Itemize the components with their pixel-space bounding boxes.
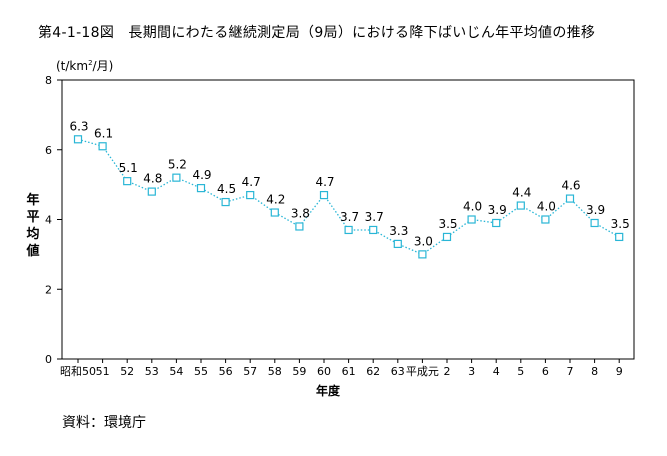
data-label: 3.9	[488, 203, 507, 217]
data-label: 4.8	[143, 172, 162, 186]
x-tick-label: 3	[468, 365, 475, 378]
data-label: 4.7	[242, 175, 261, 189]
data-label: 4.7	[315, 175, 334, 189]
data-point	[172, 173, 181, 182]
data-point	[541, 215, 550, 224]
unit-sup: 2	[88, 59, 93, 67]
unit-main: (t/km	[56, 59, 89, 73]
x-tick-label: 62	[366, 365, 380, 378]
x-tick-label: 平成元	[406, 365, 439, 378]
data-point	[369, 225, 378, 235]
x-tick-label: 昭和50	[60, 365, 96, 378]
x-tick-label: 9	[616, 365, 623, 378]
data-label: 3.9	[586, 203, 605, 217]
x-tick-label: 61	[342, 365, 356, 378]
data-point	[221, 197, 230, 207]
data-label: 4.9	[192, 168, 211, 182]
x-tick-label: 6	[542, 365, 549, 378]
data-label: 3.0	[414, 234, 433, 248]
data-point	[565, 194, 575, 203]
data-point	[467, 215, 476, 224]
unit-rest: /月)	[92, 59, 114, 73]
data-point	[246, 190, 255, 200]
data-label: 4.5	[217, 182, 236, 196]
x-tick-label: 5	[517, 365, 524, 378]
y-tick-label: 8	[45, 74, 52, 87]
data-label: 3.5	[611, 217, 630, 231]
data-point	[196, 184, 206, 193]
data-label: 4.0	[463, 200, 482, 214]
data-point	[123, 177, 132, 186]
x-tick-label: 2	[444, 365, 451, 378]
y-tick-label: 2	[45, 283, 52, 296]
data-label: 3.5	[438, 217, 457, 231]
x-axis-label: 年度	[316, 384, 341, 398]
y-axis-label: 年平均値	[26, 193, 40, 259]
data-label: 4.0	[537, 200, 556, 214]
series-line	[77, 138, 620, 256]
data-label: 3.7	[365, 210, 384, 224]
x-tick-label: 8	[591, 365, 598, 378]
x-tick-label: 59	[292, 365, 306, 378]
data-label: 5.1	[119, 161, 138, 175]
y-tick-label: 0	[45, 353, 52, 366]
source-note: 資料：環境庁	[62, 415, 146, 431]
x-tick-label: 63	[391, 365, 405, 378]
x-tick-label: 60	[317, 365, 331, 378]
data-point	[418, 250, 427, 259]
data-point	[492, 218, 501, 228]
data-point	[615, 232, 624, 242]
x-tick-label: 53	[145, 365, 159, 378]
data-point	[73, 135, 83, 144]
chart-title: 第4-1-18図 長期間にわたる継続測定局（9局）における降下ばいじん年平均値の…	[38, 25, 596, 41]
data-point	[590, 218, 599, 228]
data-label: 6.3	[69, 119, 88, 133]
y-tick-label: 4	[45, 214, 52, 227]
x-tick-label: 52	[120, 365, 134, 378]
x-tick-label: 4	[493, 365, 500, 378]
x-tick-label: 54	[169, 365, 183, 378]
x-tick-label: 57	[243, 365, 257, 378]
data-point	[319, 190, 329, 200]
data-label: 4.2	[266, 193, 285, 207]
data-point	[270, 208, 279, 217]
x-tick-label: 58	[268, 365, 282, 378]
data-point	[442, 232, 452, 242]
data-label: 3.7	[340, 210, 359, 224]
data-point	[98, 142, 107, 151]
x-tick-label: 51	[96, 365, 110, 378]
data-label: 3.8	[291, 206, 310, 220]
data-label: 3.3	[389, 224, 408, 238]
data-point	[147, 187, 156, 196]
data-label: 4.6	[561, 179, 580, 193]
x-tick-label: 7	[567, 365, 574, 378]
data-point	[295, 222, 304, 231]
data-label: 4.4	[512, 186, 531, 200]
data-label: 5.2	[168, 158, 187, 172]
data-point	[393, 239, 402, 249]
data-label: 6.1	[94, 126, 113, 140]
x-tick-label: 55	[194, 365, 208, 378]
data-point	[516, 201, 525, 210]
data-point	[344, 225, 353, 235]
y-axis-unit: (t/km2/月)	[56, 57, 113, 74]
y-tick-label: 6	[45, 144, 52, 157]
x-tick-label: 56	[219, 365, 233, 378]
